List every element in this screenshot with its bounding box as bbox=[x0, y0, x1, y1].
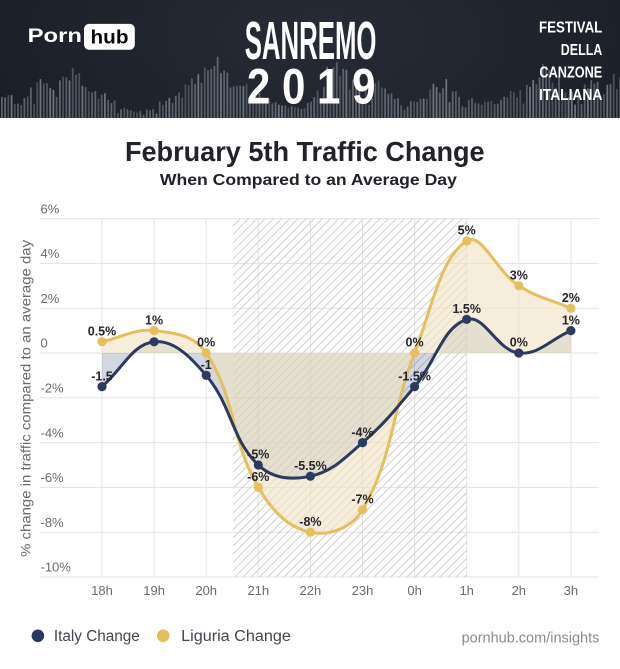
svg-text:4%: 4% bbox=[41, 246, 60, 261]
svg-text:SANREMO: SANREMO bbox=[245, 12, 377, 71]
svg-text:2h: 2h bbox=[512, 583, 526, 598]
svg-text:22h: 22h bbox=[300, 583, 322, 598]
svg-text:18h: 18h bbox=[91, 583, 113, 598]
svg-text:-1: -1 bbox=[201, 358, 212, 372]
svg-text:23h: 23h bbox=[352, 583, 374, 598]
svg-text:-10%: -10% bbox=[41, 560, 72, 575]
svg-text:Italy Change: Italy Change bbox=[54, 628, 140, 645]
svg-text:-2%: -2% bbox=[41, 381, 65, 396]
svg-text:5%: 5% bbox=[458, 224, 476, 238]
svg-text:Porn: Porn bbox=[28, 25, 82, 47]
svg-text:-7%: -7% bbox=[351, 493, 373, 507]
svg-text:1%: 1% bbox=[145, 313, 163, 327]
svg-text:0h: 0h bbox=[407, 583, 421, 598]
svg-text:2%: 2% bbox=[562, 291, 580, 305]
svg-text:ITALIANA: ITALIANA bbox=[539, 87, 602, 104]
svg-text:-5%: -5% bbox=[247, 448, 269, 462]
svg-text:CANZONE: CANZONE bbox=[539, 65, 602, 82]
svg-text:When Compared to an Average Da: When Compared to an Average Day bbox=[160, 172, 457, 189]
svg-text:% change in traffic compared t: % change in traffic compared to an avera… bbox=[18, 240, 34, 557]
svg-text:1.5%: 1.5% bbox=[452, 302, 481, 316]
svg-text:1%: 1% bbox=[562, 313, 580, 327]
svg-text:1h: 1h bbox=[459, 583, 473, 598]
svg-text:0: 0 bbox=[41, 336, 48, 351]
svg-text:FESTIVAL: FESTIVAL bbox=[539, 20, 603, 37]
svg-text:2%: 2% bbox=[41, 291, 60, 306]
svg-text:-1.5: -1.5 bbox=[91, 369, 113, 383]
svg-text:-4%: -4% bbox=[351, 425, 373, 439]
svg-text:3%: 3% bbox=[510, 269, 528, 283]
svg-text:-5.5%: -5.5% bbox=[294, 459, 327, 473]
svg-text:-1.5%: -1.5% bbox=[398, 369, 431, 383]
svg-text:0%: 0% bbox=[510, 336, 528, 350]
svg-text:pornhub.com/insights: pornhub.com/insights bbox=[462, 631, 600, 647]
svg-text:-4%: -4% bbox=[41, 425, 65, 440]
svg-text:6%: 6% bbox=[41, 201, 60, 216]
svg-text:-6%: -6% bbox=[247, 470, 269, 484]
svg-text:-6%: -6% bbox=[41, 470, 65, 485]
svg-text:Liguria Change: Liguria Change bbox=[181, 628, 291, 645]
svg-text:DELLA: DELLA bbox=[561, 42, 603, 59]
svg-text:hub: hub bbox=[91, 27, 129, 49]
svg-text:February 5th Traffic Change: February 5th Traffic Change bbox=[125, 136, 485, 167]
svg-text:-8%: -8% bbox=[41, 515, 65, 530]
svg-text:0%: 0% bbox=[406, 336, 424, 350]
svg-text:19h: 19h bbox=[143, 583, 165, 598]
svg-text:21h: 21h bbox=[247, 583, 269, 598]
svg-text:-8%: -8% bbox=[299, 515, 321, 529]
svg-text:0%: 0% bbox=[197, 336, 215, 350]
svg-text:0.5%: 0.5% bbox=[88, 325, 117, 339]
svg-text:2 0 1 9: 2 0 1 9 bbox=[247, 59, 376, 115]
svg-text:20h: 20h bbox=[195, 583, 217, 598]
svg-text:3h: 3h bbox=[564, 583, 578, 598]
